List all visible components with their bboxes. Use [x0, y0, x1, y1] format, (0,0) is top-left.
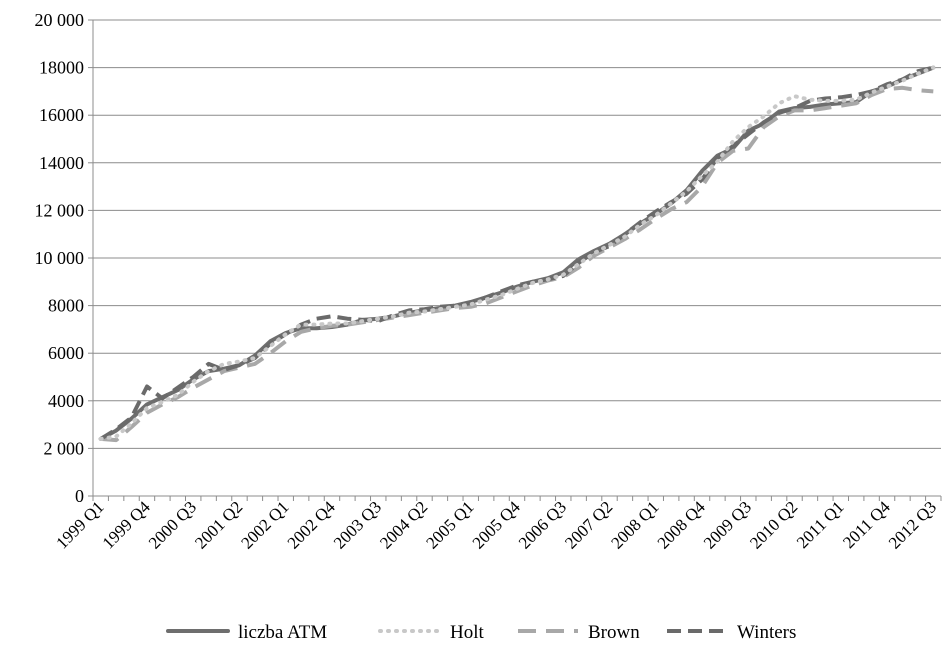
gridlines [93, 19, 941, 449]
x-tick-label: 2001 Q2 [191, 497, 246, 552]
y-tick-label: 10 000 [35, 248, 85, 268]
y-tick-label: 12 000 [35, 200, 85, 220]
x-tick-label: 2011 Q1 [793, 497, 848, 552]
series-line-brown [100, 85, 934, 443]
x-tick-label: 2012 Q3 [885, 497, 940, 552]
series-lines [98, 65, 936, 443]
y-tick-label: 18000 [39, 58, 84, 78]
x-tick-label: 1999 Q4 [99, 497, 155, 553]
x-tick-label: 2002 Q4 [284, 497, 340, 553]
x-tick-label: 2007 Q2 [561, 497, 616, 552]
y-tick-label: 0 [75, 486, 84, 506]
y-tick-label: 2 000 [44, 438, 85, 458]
series-line-winters [99, 65, 934, 441]
x-tick-label: 2002 Q1 [237, 497, 292, 552]
y-tick-label: 8000 [48, 296, 84, 316]
y-axis-tick-labels: 0 2 000 4000 6000 8000 10 000 12 000 14000 16000… [35, 10, 85, 506]
x-tick-label: 2009 Q3 [700, 497, 755, 552]
axes [88, 19, 942, 501]
x-tick-label: 2004 Q2 [376, 497, 431, 552]
legend-label: Holt [450, 622, 485, 643]
y-tick-label: 16000 [39, 105, 84, 125]
legend-label: liczba ATM [238, 622, 327, 643]
series-line-liczba-atm [98, 65, 936, 441]
y-tick-label: 14000 [39, 153, 84, 173]
y-tick-label: 6000 [48, 343, 84, 363]
x-tick-label: 2005 Q4 [469, 497, 525, 553]
x-tick-label: 2006 Q3 [515, 497, 570, 552]
x-tick-label: 2008 Q1 [607, 497, 662, 552]
legend-label: Winters [737, 622, 796, 643]
x-tick-label: 2011 Q4 [839, 497, 894, 552]
y-tick-label: 20 000 [35, 10, 85, 30]
x-tick-label: 2010 Q2 [746, 497, 801, 552]
y-tick-label: 4000 [48, 391, 84, 411]
x-tick-label: 2000 Q3 [145, 497, 200, 552]
legend-label: Brown [588, 622, 640, 643]
x-tick-label: 2008 Q4 [654, 497, 710, 553]
x-tick-label: 2005 Q1 [422, 497, 477, 552]
x-tick-label: 2003 Q3 [330, 497, 385, 552]
legend: liczba ATM Holt Brown Winters [166, 622, 796, 643]
series-line-holt [98, 65, 936, 441]
